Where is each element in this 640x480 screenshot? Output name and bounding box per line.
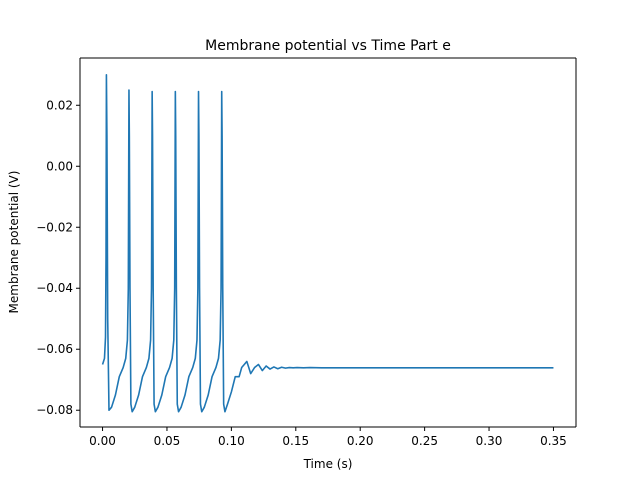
- y-tick-label: −0.02: [36, 220, 73, 234]
- x-tick-label: 0.20: [347, 434, 374, 448]
- x-tick-label: 0.25: [411, 434, 438, 448]
- x-tick-label: 0.00: [89, 434, 116, 448]
- y-tick-label: 0.00: [46, 159, 73, 173]
- x-tick-label: 0.10: [218, 434, 245, 448]
- x-axis-label: Time (s): [303, 457, 353, 471]
- y-tick-label: −0.08: [36, 403, 73, 417]
- y-tick-label: 0.02: [46, 98, 73, 112]
- x-tick-label: 0.35: [540, 434, 567, 448]
- x-tick-label: 0.30: [476, 434, 503, 448]
- y-tick-label: −0.06: [36, 342, 73, 356]
- x-axis-ticks: 0.00 0.05 0.10 0.15 0.20 0.25 0.30 0.35: [89, 427, 567, 448]
- plot-area: [101, 73, 554, 413]
- x-tick-label: 0.05: [154, 434, 181, 448]
- y-axis-label: Membrane potential (V): [7, 171, 21, 314]
- x-tick-label: 0.15: [282, 434, 309, 448]
- y-axis-ticks: 0.02 0.00 −0.02 −0.04 −0.06 −0.08: [36, 98, 80, 417]
- axes-frame: [79, 57, 577, 428]
- chart-title: Membrane potential vs Time Part e: [205, 38, 451, 54]
- y-tick-label: −0.04: [36, 281, 73, 295]
- series-line-membrane-potential: [101, 73, 554, 413]
